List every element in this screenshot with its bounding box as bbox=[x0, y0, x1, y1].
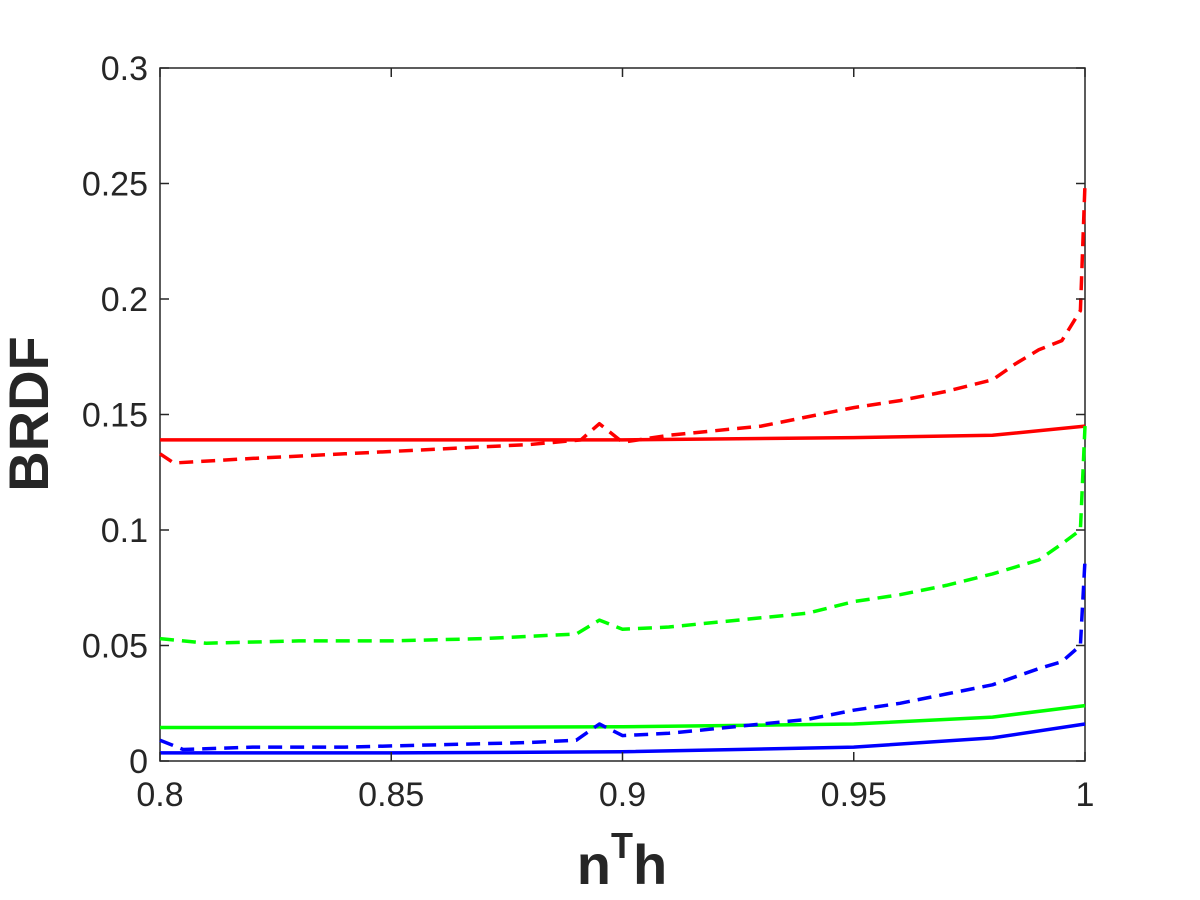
series-line-solid bbox=[160, 424, 1086, 442]
y-axis-title: BRDF bbox=[0, 336, 60, 492]
y-tick-label: 0.1 bbox=[101, 512, 148, 550]
plot-area bbox=[159, 67, 1086, 762]
y-tick-label: 0.15 bbox=[82, 397, 148, 435]
tick-layer: 0.8 0.85 0.9 0.95 1 0 0.05 0.1 0.15 0.2 0.25 0.3 bbox=[82, 50, 1095, 814]
series-layer bbox=[159, 183, 1087, 755]
series-line-dashed bbox=[159, 426, 1087, 645]
y-tick-label: 0.25 bbox=[82, 166, 148, 204]
x-axis-title: nTh bbox=[577, 825, 667, 896]
series-line-dashed bbox=[159, 183, 1087, 465]
x-tick-label: 0.9 bbox=[599, 776, 646, 814]
y-tick-label: 0.2 bbox=[101, 281, 148, 319]
x-axis-title-superscript: T bbox=[611, 825, 633, 866]
x-tick-label: 0.95 bbox=[821, 776, 887, 814]
x-tick-label: 1 bbox=[1076, 776, 1095, 814]
series-line-solid bbox=[160, 703, 1086, 730]
x-tick-label: 0.8 bbox=[136, 776, 183, 814]
x-tick-label: 0.85 bbox=[358, 776, 424, 814]
y-tick-label: 0 bbox=[129, 743, 148, 781]
x-axis-title-tail: h bbox=[633, 833, 667, 896]
x-axis-title-base: n bbox=[577, 833, 611, 896]
y-tick-label: 0.3 bbox=[101, 50, 148, 88]
y-tick-label: 0.05 bbox=[82, 628, 148, 666]
series-line-solid bbox=[160, 722, 1086, 755]
